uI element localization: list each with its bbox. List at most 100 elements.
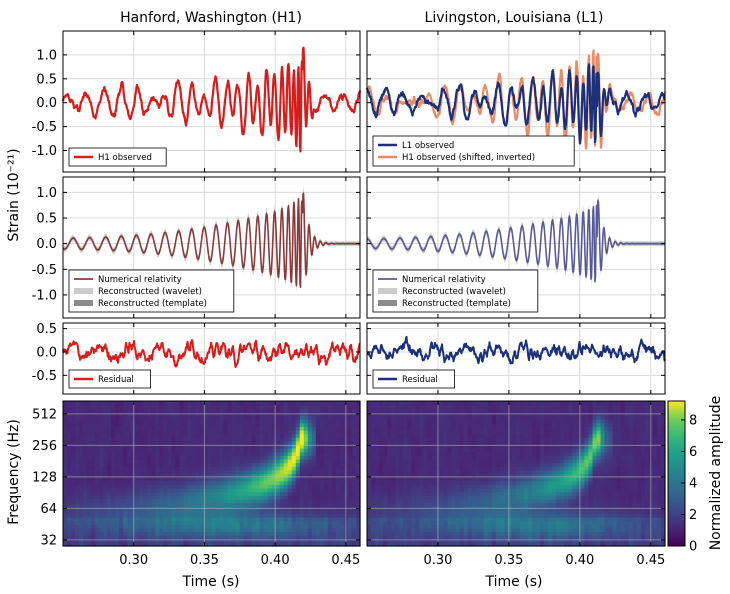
- spectrogram-cell: [279, 451, 285, 456]
- spectrogram-cell: [375, 535, 380, 540]
- spectrogram-cell: [483, 404, 489, 409]
- spectrogram-cell: [411, 513, 416, 518]
- spectrogram-cell: [499, 444, 505, 449]
- spectrogram-cell: [275, 535, 281, 540]
- spectrogram-cell: [503, 440, 509, 446]
- spectrogram-cell: [335, 459, 341, 464]
- spectrogram-cell: [399, 520, 404, 525]
- spectrogram-cell: [111, 502, 116, 507]
- spectrogram-cell: [503, 415, 509, 420]
- spectrogram-cell: [287, 513, 293, 518]
- y-tick-label: 128: [32, 470, 57, 485]
- spectrogram-cell: [455, 495, 461, 500]
- spectrogram-cell: [111, 480, 116, 485]
- spectrogram-cell: [187, 415, 193, 420]
- spectrogram-cell: [207, 527, 213, 533]
- spectrogram-cell: [335, 477, 341, 482]
- spectrogram-cell: [267, 531, 273, 536]
- spectrogram-cell: [307, 513, 313, 518]
- spectrogram-cell: [183, 524, 189, 529]
- spectrogram-cell: [267, 517, 273, 522]
- spectrogram-cell: [443, 469, 449, 475]
- spectrogram-cell: [495, 437, 501, 442]
- spectrogram-cell: [259, 513, 265, 518]
- spectrogram-cell: [215, 538, 221, 543]
- spectrogram-cell: [211, 531, 217, 536]
- spectrogram-cell: [447, 542, 453, 547]
- spectrogram-cell: [295, 477, 301, 482]
- spectrogram-cell: [451, 535, 457, 540]
- spectrogram-cell: [227, 509, 233, 514]
- spectrogram-cell: [483, 477, 489, 482]
- spectrogram-cell: [511, 509, 517, 514]
- spectrogram-cell: [87, 462, 92, 467]
- spectrogram-cell: [259, 527, 265, 533]
- spectrogram-cell: [475, 415, 481, 420]
- spectrogram-cell: [227, 477, 233, 482]
- spectrogram-cell: [463, 444, 469, 449]
- spectrogram-cell: [259, 480, 265, 485]
- spectrogram-cell: [355, 440, 361, 446]
- spectrogram-cell: [247, 502, 253, 507]
- spectrogram-cell: [491, 401, 497, 406]
- spectrogram-cell: [447, 440, 453, 446]
- spectrogram-cell: [532, 466, 537, 471]
- spectrogram-cell: [371, 477, 376, 482]
- spectrogram-cell: [279, 404, 285, 409]
- spectrogram-cell: [303, 535, 309, 540]
- spectrogram-cell: [243, 538, 249, 543]
- spectrogram-cell: [503, 462, 509, 467]
- spectrogram-cell: [451, 451, 457, 456]
- spectrogram-cell: [415, 484, 420, 489]
- spectrogram-cell: [195, 444, 201, 449]
- spectrogram-cell: [451, 408, 457, 413]
- spectrogram-cell: [311, 477, 317, 482]
- spectrogram-cell: [179, 408, 184, 413]
- spectrogram-cell: [247, 495, 253, 500]
- spectrogram-cell: [387, 520, 392, 525]
- spectrogram-cell: [115, 401, 120, 406]
- spectrogram-cell: [143, 408, 148, 413]
- spectrogram-cell: [379, 426, 384, 431]
- spectrogram-cell: [524, 433, 529, 438]
- spectrogram-cell: [487, 422, 493, 427]
- spectrogram-cell: [63, 451, 68, 456]
- spectrogram-cell: [175, 466, 180, 471]
- spectrogram-cell: [63, 509, 68, 514]
- spectrogram-cell: [507, 459, 513, 464]
- spectrogram-cell: [303, 484, 309, 489]
- spectrogram-cell: [223, 535, 229, 540]
- spectrogram-cell: [111, 404, 116, 409]
- spectrogram-cell: [111, 451, 116, 456]
- spectrogram-cell: [423, 462, 429, 467]
- spectrogram-cell: [395, 520, 400, 525]
- spectrogram-cell: [536, 444, 541, 449]
- spectrogram-cell: [83, 430, 88, 435]
- spectrogram-cell: [395, 426, 400, 431]
- spectrogram-cell: [303, 517, 309, 522]
- spectrogram-cell: [211, 527, 217, 533]
- spectrogram-cell: [63, 408, 68, 413]
- spectrogram-cell: [235, 502, 241, 507]
- spectrogram-cell: [540, 535, 545, 540]
- spectrogram-cell: [323, 477, 329, 482]
- spectrogram-cell: [383, 448, 388, 453]
- spectrogram-cell: [255, 422, 261, 427]
- spectrogram-cell: [315, 502, 321, 507]
- spectrogram-cell: [443, 498, 449, 504]
- spectrogram-cell: [511, 520, 517, 525]
- spectrogram-cell: [383, 517, 388, 522]
- spectrogram-cell: [407, 517, 412, 522]
- spectrogram-cell: [443, 459, 449, 464]
- spectrogram-cell: [475, 448, 481, 453]
- spectrogram-cell: [431, 415, 437, 420]
- spectrogram-cell: [299, 401, 305, 406]
- spectrogram-cell: [431, 433, 437, 438]
- spectrogram-cell: [347, 462, 353, 467]
- spectrogram-cell: [163, 469, 168, 475]
- spectrogram-cell: [207, 459, 213, 464]
- spectrogram-cell: [536, 451, 541, 456]
- spectrogram-cell: [271, 440, 277, 446]
- spectrogram-cell: [275, 408, 281, 413]
